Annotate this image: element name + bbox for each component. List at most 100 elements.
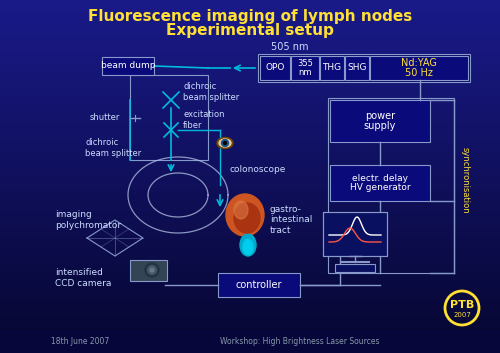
Bar: [0, 114, 500, 115]
Bar: [0, 49, 500, 50]
Bar: [0, 216, 500, 217]
Bar: [0, 149, 500, 150]
Bar: [0, 108, 500, 109]
Text: Experimental setup: Experimental setup: [166, 24, 334, 38]
Bar: [0, 52, 500, 53]
Bar: [0, 73, 500, 74]
Text: Workshop: High Brightness Laser Sources: Workshop: High Brightness Laser Sources: [220, 336, 380, 346]
Bar: [0, 328, 500, 329]
Bar: [0, 74, 500, 75]
Bar: [0, 93, 500, 94]
Text: nm: nm: [298, 67, 312, 77]
Bar: [0, 140, 500, 141]
Bar: [0, 318, 500, 319]
Bar: [0, 212, 500, 213]
Bar: [0, 78, 500, 79]
Bar: [0, 38, 500, 39]
FancyBboxPatch shape: [218, 273, 300, 297]
Bar: [0, 273, 500, 274]
Bar: [0, 267, 500, 268]
Bar: [0, 194, 500, 195]
Bar: [0, 172, 500, 173]
Bar: [0, 54, 500, 55]
Bar: [0, 336, 500, 337]
Text: 50 Hz: 50 Hz: [405, 68, 433, 78]
Bar: [0, 138, 500, 139]
Bar: [0, 166, 500, 167]
Bar: [0, 178, 500, 179]
Bar: [0, 72, 500, 73]
Bar: [0, 302, 500, 303]
Bar: [0, 218, 500, 219]
Bar: [0, 99, 500, 100]
Text: HV generator: HV generator: [350, 183, 410, 192]
Bar: [0, 148, 500, 149]
Bar: [0, 127, 500, 128]
Bar: [0, 233, 500, 234]
Bar: [0, 316, 500, 317]
Bar: [0, 319, 500, 320]
Bar: [0, 20, 500, 21]
Bar: [0, 185, 500, 186]
Bar: [0, 349, 500, 350]
Bar: [0, 21, 500, 22]
Bar: [0, 18, 500, 19]
Bar: [0, 136, 500, 137]
Bar: [0, 220, 500, 221]
Bar: [0, 69, 500, 70]
Bar: [0, 46, 500, 47]
Bar: [0, 100, 500, 101]
Bar: [0, 173, 500, 174]
Bar: [0, 57, 500, 58]
Bar: [0, 346, 500, 347]
Bar: [0, 84, 500, 85]
Ellipse shape: [234, 203, 260, 233]
Bar: [0, 221, 500, 222]
Ellipse shape: [226, 194, 264, 236]
Bar: [0, 113, 500, 114]
Bar: [0, 307, 500, 308]
Bar: [0, 132, 500, 133]
Bar: [0, 110, 500, 111]
FancyBboxPatch shape: [335, 264, 375, 272]
Bar: [0, 16, 500, 17]
Bar: [0, 53, 500, 54]
Bar: [0, 153, 500, 154]
Bar: [0, 224, 500, 225]
Bar: [0, 347, 500, 348]
Bar: [0, 92, 500, 93]
Bar: [0, 330, 500, 331]
Bar: [0, 2, 500, 3]
Bar: [0, 231, 500, 232]
Bar: [0, 48, 500, 49]
Bar: [0, 348, 500, 349]
Bar: [0, 143, 500, 144]
Bar: [0, 205, 500, 206]
Bar: [0, 236, 500, 237]
Bar: [0, 98, 500, 99]
Bar: [0, 41, 500, 42]
Text: Fluorescence imaging of lymph nodes: Fluorescence imaging of lymph nodes: [88, 10, 412, 24]
Bar: [0, 3, 500, 4]
Text: colonoscope: colonoscope: [230, 166, 286, 174]
Bar: [0, 332, 500, 333]
Bar: [0, 321, 500, 322]
Bar: [0, 223, 500, 224]
Bar: [0, 193, 500, 194]
Circle shape: [145, 263, 159, 277]
Bar: [0, 290, 500, 291]
Bar: [0, 228, 500, 229]
Bar: [0, 71, 500, 72]
Bar: [0, 89, 500, 90]
Bar: [0, 296, 500, 297]
Bar: [0, 214, 500, 215]
Bar: [0, 313, 500, 314]
Bar: [0, 42, 500, 43]
Bar: [0, 8, 500, 9]
Text: 18th June 2007: 18th June 2007: [51, 336, 109, 346]
Bar: [0, 80, 500, 81]
Bar: [0, 61, 500, 62]
Bar: [0, 198, 500, 199]
FancyBboxPatch shape: [323, 212, 387, 256]
Bar: [0, 28, 500, 29]
